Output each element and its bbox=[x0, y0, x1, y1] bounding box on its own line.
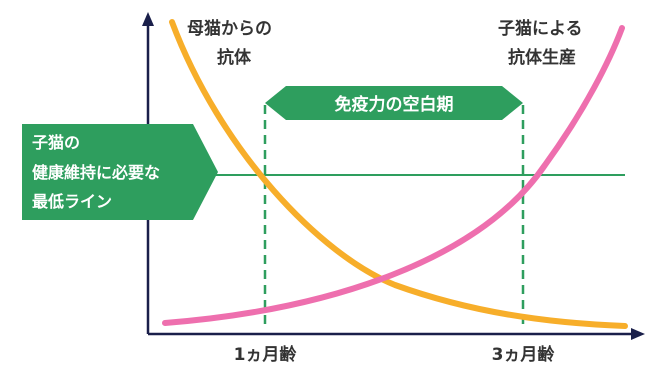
immunity-gap-banner: 免疫力の空白期 bbox=[265, 86, 523, 120]
x-axis-arrow bbox=[631, 328, 645, 340]
kitten-antibody-label-2: 抗体生産 bbox=[508, 47, 576, 68]
minimum-line-callout-shape bbox=[22, 124, 218, 220]
immunity-gap-arrow-shape bbox=[265, 86, 523, 120]
kitten-antibody-label-1: 子猫による bbox=[498, 18, 583, 39]
y-axis-arrow bbox=[142, 12, 154, 26]
minimum-line-label-1: 子猫の bbox=[32, 133, 80, 152]
maternal-antibody-label-1: 母猫からの bbox=[187, 18, 272, 39]
x-tick-3-months: 3ヵ月齢 bbox=[492, 344, 556, 365]
kitten-antibody-curve bbox=[162, 25, 625, 326]
x-tick-1-month: 1ヵ月齢 bbox=[234, 344, 298, 365]
minimum-line-label-2: 健康維持に必要な bbox=[32, 163, 160, 182]
immunity-gap-label: 免疫力の空白期 bbox=[335, 94, 454, 115]
maternal-antibody-label-2: 抗体 bbox=[217, 47, 252, 68]
minimum-line-callout: 子猫の 健康維持に必要な 最低ライン bbox=[22, 124, 218, 220]
minimum-line-label-3: 最低ライン bbox=[32, 192, 112, 211]
